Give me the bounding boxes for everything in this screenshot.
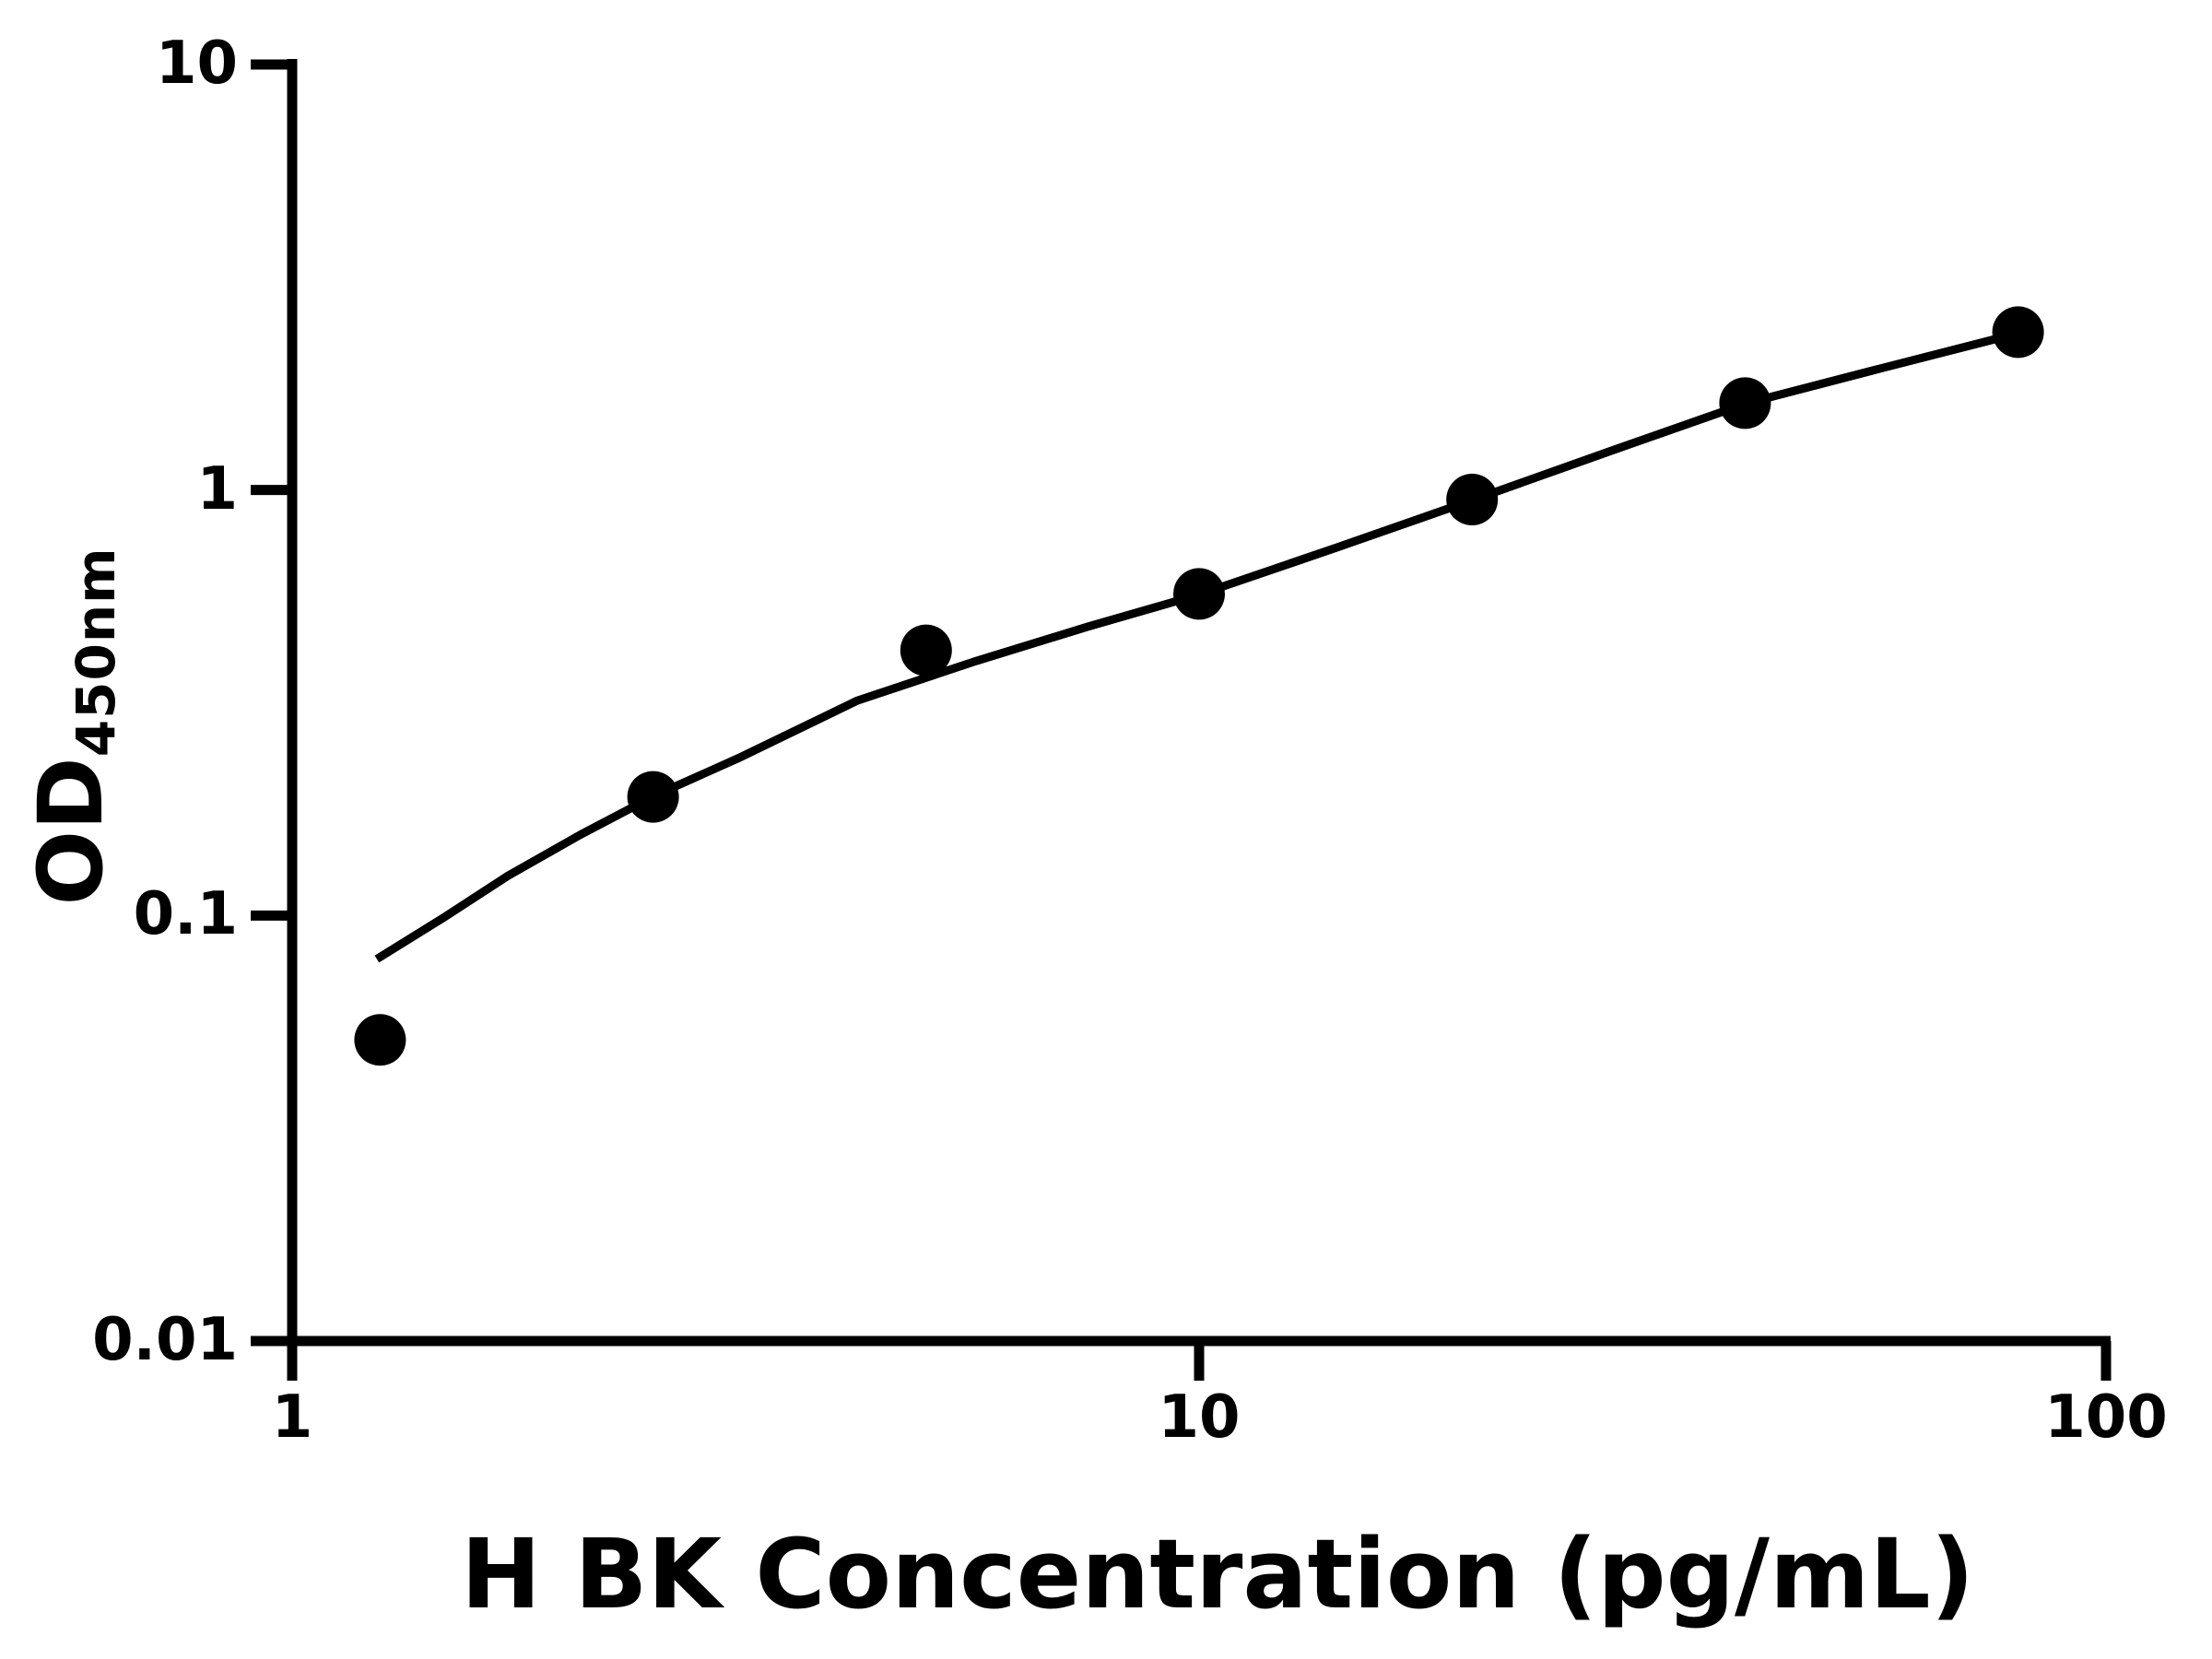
x-tick-label: 1 [271, 1383, 313, 1452]
axis-ticks [251, 59, 2112, 1381]
fitted-curve-line [374, 328, 2021, 963]
data-point [1992, 306, 2044, 359]
y-tick-label: 0.01 [92, 1306, 238, 1374]
data-point [900, 624, 952, 677]
data-point-markers [354, 306, 2044, 1066]
x-tick-label: 10 [1158, 1383, 1241, 1452]
y-axis-title-sub: 450nm [64, 547, 127, 758]
x-axis-title: H BK Concentration (pg/mL) [461, 1518, 1975, 1630]
y-tick-label: 10 [155, 29, 238, 98]
data-point [1446, 474, 1499, 525]
y-tick-label: 0.1 [133, 880, 238, 949]
y-tick-label: 1 [196, 454, 238, 524]
data-point [1719, 377, 1771, 429]
x-tick-label: 100 [2044, 1383, 2168, 1452]
y-axis-title: OD450nm [18, 547, 127, 906]
data-point [1173, 568, 1225, 620]
data-point [354, 1014, 406, 1066]
y-axis-title-main: OD [18, 757, 123, 906]
data-point [627, 771, 679, 823]
